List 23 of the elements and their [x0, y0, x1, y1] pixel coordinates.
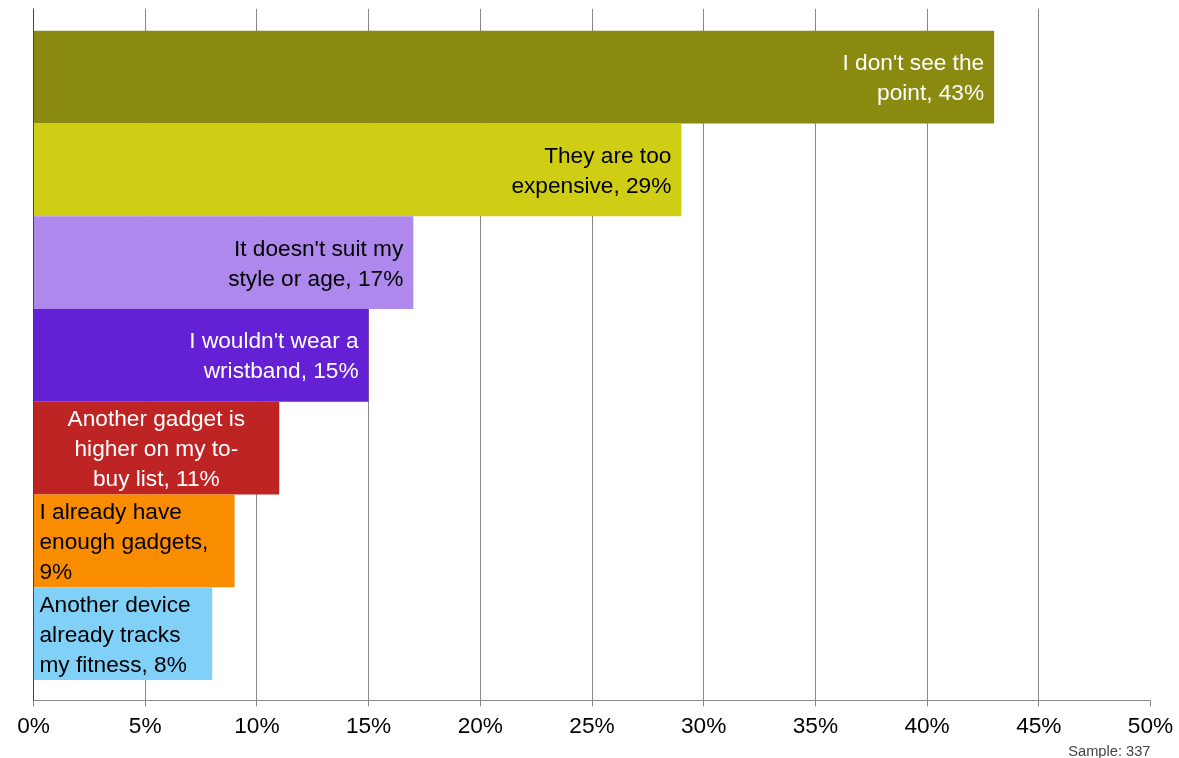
data-label: Another device already tracks my fitness, 8% [39, 590, 191, 677]
x-tick-label: 45% [1016, 711, 1062, 738]
x-tick-label: 5% [128, 711, 162, 738]
data-label: Another gadget is higher on my to-buy list, 11% [67, 405, 246, 492]
bar [33, 123, 682, 217]
x-tick-label: 25% [569, 711, 615, 738]
x-tick-label: 10% [234, 711, 280, 738]
text: Sample: 337 [1068, 742, 1151, 758]
x-tick-label: 30% [681, 711, 727, 738]
x-tick-label: 20% [457, 711, 503, 738]
data-label: They are too expensive, 29% [511, 141, 672, 198]
x-tick-label: 0% [17, 711, 50, 738]
x-tick-label: 35% [792, 711, 839, 738]
data-label: I don't see the point, 43% [842, 49, 985, 106]
data-label: It doesn't suit my style or age, 17% [228, 234, 404, 291]
bar [33, 216, 414, 310]
x-tick-label: 50% [1127, 711, 1174, 738]
x-tick-label: 15% [345, 711, 392, 738]
data-label: I wouldn't wear a wristband, 15% [189, 327, 359, 384]
x-tick-label: 40% [904, 711, 950, 738]
data-label: I already have enough gadgets, 9% [39, 498, 209, 584]
bar [33, 30, 995, 124]
bar [33, 309, 369, 402]
